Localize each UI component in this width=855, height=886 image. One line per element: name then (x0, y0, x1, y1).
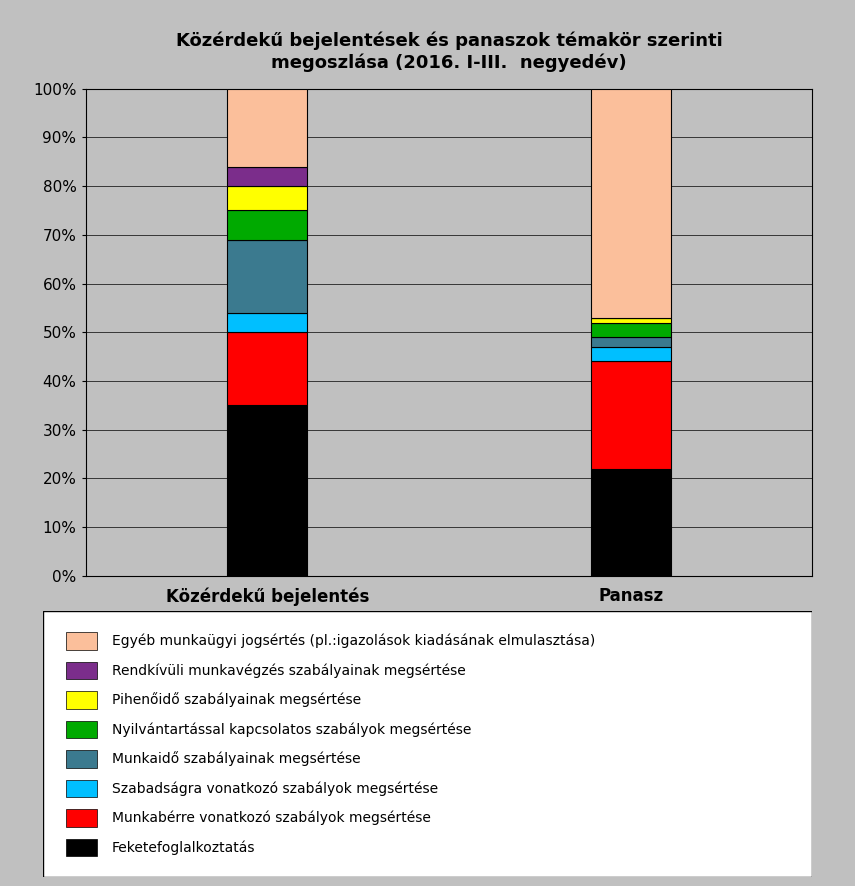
Bar (227, 332, 307, 406)
FancyBboxPatch shape (66, 632, 97, 649)
Bar (227, 89, 307, 167)
Bar (591, 469, 670, 576)
FancyBboxPatch shape (66, 662, 97, 680)
Bar (591, 323, 670, 338)
Bar (591, 338, 670, 347)
FancyBboxPatch shape (43, 611, 812, 877)
Bar (591, 361, 670, 469)
Text: Munkabérre vonatkozó szabályok megsértése: Munkabérre vonatkozó szabályok megsértés… (112, 811, 431, 826)
Text: Szabadságra vonatkozó szabályok megsértése: Szabadságra vonatkozó szabályok megsérté… (112, 781, 438, 796)
FancyBboxPatch shape (66, 839, 97, 857)
Bar (591, 347, 670, 361)
FancyBboxPatch shape (66, 780, 97, 797)
Text: Egyéb munkaügyi jogsértés (pl.:igazolások kiadásának elmulasztása): Egyéb munkaügyi jogsértés (pl.:igazoláso… (112, 633, 595, 649)
FancyBboxPatch shape (66, 809, 97, 827)
Title: Közérdekű bejelentések és panaszok témakör szerinti
megoszlása (2016. I-III.  ne: Közérdekű bejelentések és panaszok témak… (175, 32, 722, 72)
Bar (227, 167, 307, 186)
Text: Feketefoglalkoztatás: Feketefoglalkoztatás (112, 840, 256, 855)
Bar (227, 240, 307, 313)
Text: Rendkívüli munkavégzés szabályainak megsértése: Rendkívüli munkavégzés szabályainak megs… (112, 663, 466, 678)
Text: Munkaidő szabályainak megsértése: Munkaidő szabályainak megsértése (112, 751, 361, 766)
Text: Pihenőidő szabályainak megsértése: Pihenőidő szabályainak megsértése (112, 693, 361, 707)
FancyBboxPatch shape (66, 691, 97, 709)
Bar (591, 89, 670, 318)
Bar (227, 211, 307, 240)
FancyBboxPatch shape (66, 750, 97, 768)
Bar (227, 313, 307, 332)
Text: Nyilvántartással kapcsolatos szabályok megsértése: Nyilvántartással kapcsolatos szabályok m… (112, 722, 471, 737)
Bar (227, 186, 307, 211)
Bar (227, 406, 307, 576)
Bar (591, 318, 670, 323)
FancyBboxPatch shape (66, 720, 97, 738)
